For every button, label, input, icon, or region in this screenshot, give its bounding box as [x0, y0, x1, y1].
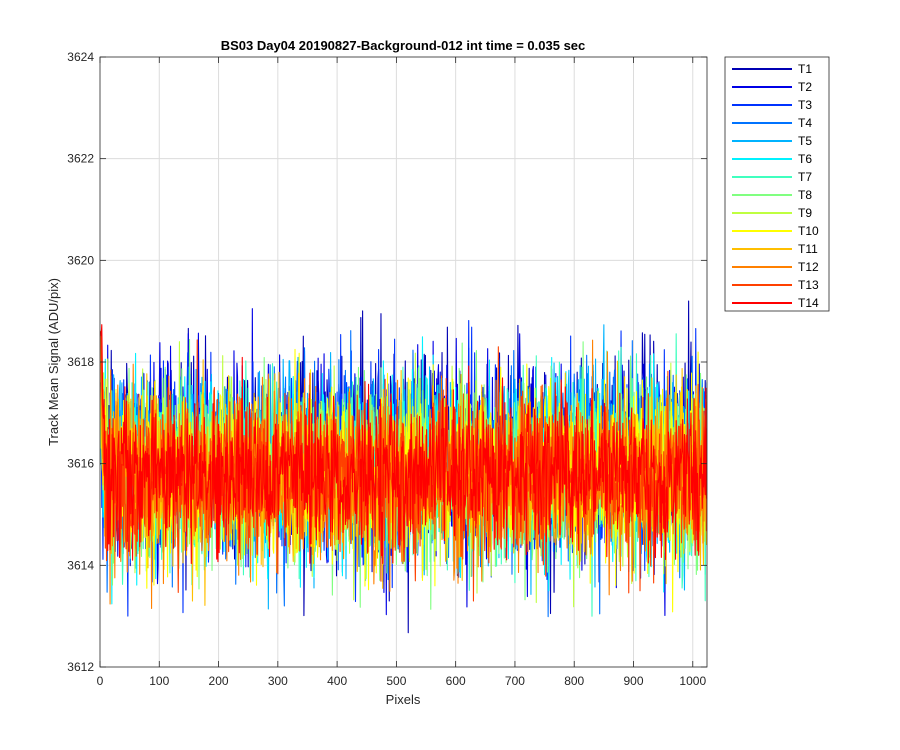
legend-label-t7: T7 — [798, 170, 812, 184]
legend-label-t3: T3 — [798, 98, 812, 112]
legend-label-t6: T6 — [798, 152, 812, 166]
y-tick-label: 3624 — [67, 50, 94, 64]
legend-label-t2: T2 — [798, 80, 812, 94]
x-tick-label: 200 — [209, 674, 229, 688]
x-tick-label: 1000 — [679, 674, 706, 688]
x-tick-label: 100 — [149, 674, 169, 688]
x-tick-label: 700 — [505, 674, 525, 688]
x-tick-label: 300 — [268, 674, 288, 688]
x-tick-label: 600 — [446, 674, 466, 688]
y-tick-label: 3620 — [67, 253, 94, 267]
legend-box — [724, 56, 830, 312]
legend-label-t10: T10 — [798, 224, 819, 238]
y-tick-label: 3618 — [67, 355, 94, 369]
y-axis: 3612 3614 3616 3618 3620 3622 3624 — [67, 50, 707, 674]
legend-label-t13: T13 — [798, 278, 819, 292]
legend-label-t4: T4 — [798, 116, 812, 130]
legend: T1 T2 T3 T4 T5 T6 T7 T8 T9 T10 T11 T12 T13 T14 — [724, 56, 830, 312]
y-tick-label: 3622 — [67, 152, 94, 166]
chart-title: BS03 Day04 20190827-Background-012 int t… — [221, 38, 586, 53]
x-axis-label: Pixels — [386, 692, 421, 707]
y-tick-label: 3612 — [67, 660, 94, 674]
series-line-t14 — [100, 324, 707, 565]
legend-label-t1: T1 — [798, 62, 812, 76]
x-tick-label: 400 — [327, 674, 347, 688]
legend-label-t14: T14 — [798, 296, 819, 310]
y-axis-label: Track Mean Signal (ADU/pix) — [46, 278, 61, 446]
grid-lines — [100, 57, 707, 667]
y-tick-label: 3616 — [67, 457, 94, 471]
legend-label-t9: T9 — [798, 206, 812, 220]
x-tick-label: 800 — [564, 674, 584, 688]
legend-label-t12: T12 — [798, 260, 819, 274]
x-axis: 0 100 200 300 400 500 600 700 800 900 1000 — [97, 57, 706, 688]
legend-label-t5: T5 — [798, 134, 812, 148]
x-tick-label: 0 — [97, 674, 104, 688]
x-tick-label: 500 — [386, 674, 406, 688]
y-tick-label: 3614 — [67, 558, 94, 572]
x-tick-label: 900 — [623, 674, 643, 688]
legend-label-t11: T11 — [798, 242, 818, 256]
legend-label-t8: T8 — [798, 188, 812, 202]
series-layer — [100, 300, 707, 634]
series-line-t13 — [100, 330, 707, 602]
